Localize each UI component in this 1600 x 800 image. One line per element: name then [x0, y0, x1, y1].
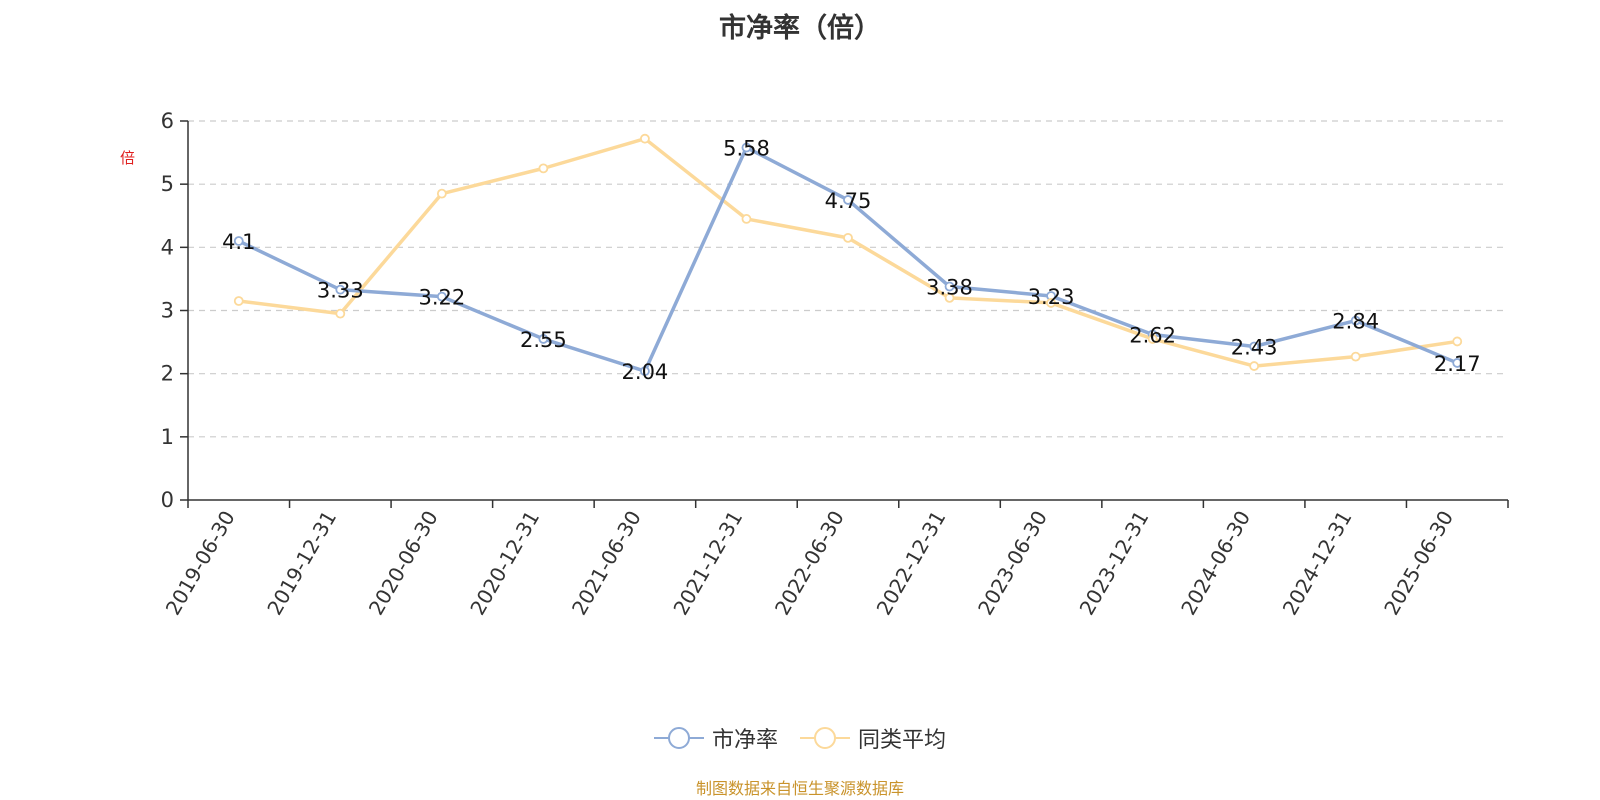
- data-point-1: [1350, 351, 1361, 362]
- x-tick-label: 2020-12-31: [465, 507, 544, 620]
- data-point-0: [1452, 358, 1463, 368]
- data-label: 3.23: [1028, 285, 1075, 309]
- data-point-0: [944, 281, 955, 292]
- x-tick-label: 2019-06-30: [161, 507, 240, 620]
- x-tick-label: 2025-06-30: [1379, 507, 1458, 620]
- x-tick-label: 2023-12-31: [1075, 507, 1154, 620]
- x-tick-label: 2023-06-30: [973, 507, 1052, 620]
- data-point-1: [436, 188, 447, 199]
- data-point-0: [741, 142, 752, 153]
- x-tick-label: 2019-12-31: [262, 507, 341, 620]
- data-point-0: [233, 236, 244, 246]
- data-point-0: [538, 334, 549, 344]
- data-label: 2.04: [622, 360, 669, 384]
- data-point-1: [233, 296, 244, 306]
- data-label: 3.38: [926, 275, 973, 299]
- data-point-1: [1046, 298, 1056, 308]
- y-tick-label: 6: [161, 109, 174, 133]
- data-label: 3.33: [317, 279, 364, 303]
- data-point-1: [843, 232, 853, 243]
- data-label: 4.1: [222, 230, 255, 254]
- data-point-1: [944, 292, 955, 303]
- x-tick-label: 2024-12-31: [1278, 507, 1357, 620]
- data-label: 5.58: [723, 137, 770, 161]
- series-line-1: [238, 136, 1458, 368]
- data-point-0: [1350, 315, 1361, 326]
- data-label: 2.84: [1332, 310, 1379, 334]
- data-point-0: [335, 284, 346, 295]
- chart-title: 市净率（倍）: [719, 13, 881, 44]
- x-tick-label: 2021-06-30: [567, 507, 646, 620]
- x-tick-label: 2022-12-31: [872, 507, 951, 620]
- data-point-1: [538, 163, 549, 174]
- legend-label-1: 同类平均: [858, 728, 947, 753]
- x-tick-label: 2024-06-30: [1176, 507, 1255, 620]
- data-point-0: [1249, 341, 1260, 352]
- data-label: 2.55: [520, 328, 567, 352]
- legend: 市净率 同类平均: [0, 722, 1600, 754]
- data-point-1: [640, 133, 650, 144]
- legend-label-0: 市净率: [711, 728, 778, 753]
- data-label: 2.62: [1129, 324, 1176, 348]
- data-label: 3.22: [418, 286, 465, 310]
- y-tick-label: 5: [161, 172, 174, 196]
- data-point-0: [640, 366, 650, 377]
- y-tick-label: 4: [161, 235, 174, 259]
- data-point-0: [436, 291, 447, 302]
- y-axis-unit-label: 倍: [118, 150, 136, 165]
- y-tick-label: 0: [161, 488, 174, 512]
- data-point-1: [1452, 336, 1463, 347]
- y-tick-label: 3: [161, 299, 174, 323]
- legend-swatch-1: [800, 727, 850, 749]
- data-label: 4.75: [825, 189, 872, 213]
- data-point-1: [1147, 334, 1158, 344]
- x-tick-label: 2021-12-31: [668, 507, 747, 620]
- data-label: 2.43: [1231, 336, 1278, 360]
- x-tick-label: 2022-06-30: [770, 507, 849, 620]
- legend-item-1[interactable]: 同类平均: [800, 722, 946, 754]
- plot-area: 0 1 2 3 4 5 6 2019-06-30 2019-12-31 2020-06-30 202…: [161, 109, 1509, 620]
- data-label: 2.17: [1434, 352, 1481, 376]
- legend-item-0[interactable]: 市净率: [653, 722, 778, 754]
- data-point-1: [1249, 361, 1260, 371]
- source-note: 制图数据来自恒生聚源数据库: [695, 779, 904, 798]
- y-tick-label: 2: [161, 362, 174, 386]
- data-point-0: [843, 195, 853, 205]
- data-point-1: [741, 214, 752, 224]
- legend-swatch-0: [653, 727, 704, 749]
- x-tick-label: 2020-06-30: [364, 507, 443, 620]
- y-tick-label: 1: [161, 425, 174, 449]
- data-point-1: [335, 308, 346, 319]
